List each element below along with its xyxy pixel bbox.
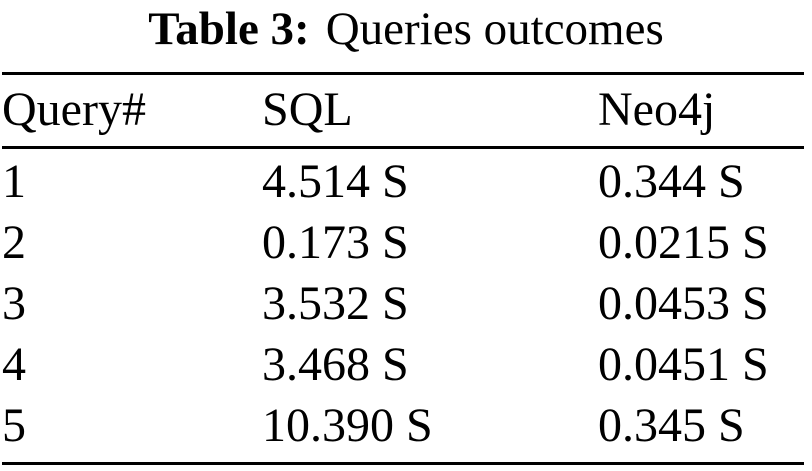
table-caption: Table 3: Queries outcomes <box>0 3 812 55</box>
table-header-row: Query# SQL Neo4j <box>2 86 808 134</box>
cell-query-number: 3 <box>2 277 26 330</box>
column-header-sql: SQL <box>262 83 353 136</box>
cell-query-number: 2 <box>2 216 26 269</box>
table-caption-label: Table 3: <box>148 3 310 55</box>
cell-sql-time: 3.468 S <box>262 338 409 391</box>
table-row: 3 3.532 S 0.0453 S <box>2 280 808 328</box>
table-top-rule <box>2 72 804 75</box>
cell-sql-time: 3.532 S <box>262 277 409 330</box>
cell-sql-time: 10.390 S <box>262 399 433 452</box>
cell-neo4j-time: 0.0451 S <box>598 338 769 391</box>
table-header-rule <box>2 146 804 149</box>
table-row: 2 0.173 S 0.0215 S <box>2 219 808 267</box>
cell-query-number: 4 <box>2 338 26 391</box>
cell-neo4j-time: 0.0215 S <box>598 216 769 269</box>
column-header-neo4j: Neo4j <box>598 83 716 136</box>
cell-query-number: 1 <box>2 155 26 208</box>
column-header-query: Query# <box>2 83 146 136</box>
table-row: 1 4.514 S 0.344 S <box>2 158 808 206</box>
cell-neo4j-time: 0.345 S <box>598 399 745 452</box>
cell-neo4j-time: 0.344 S <box>598 155 745 208</box>
table-row: 4 3.468 S 0.0451 S <box>2 341 808 389</box>
table-bottom-rule <box>2 462 804 465</box>
cell-sql-time: 0.173 S <box>262 216 409 269</box>
cell-neo4j-time: 0.0453 S <box>598 277 769 330</box>
table-row: 5 10.390 S 0.345 S <box>2 402 808 450</box>
cell-query-number: 5 <box>2 399 26 452</box>
cell-sql-time: 4.514 S <box>262 155 409 208</box>
table-caption-text: Queries outcomes <box>325 3 664 55</box>
